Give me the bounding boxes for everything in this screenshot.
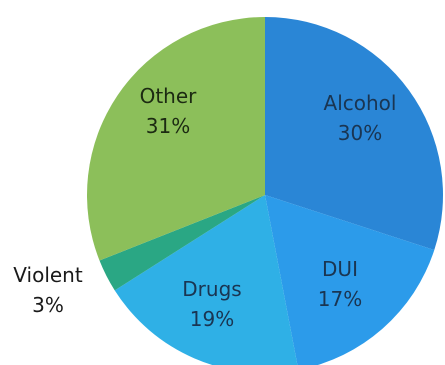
slice-category-dui: DUI bbox=[322, 257, 358, 281]
pie-slice-alcohol bbox=[265, 17, 444, 251]
slice-category-drugs: Drugs bbox=[182, 277, 241, 301]
slice-label-alcohol: Alcohol 30% bbox=[324, 91, 397, 145]
slice-value-other: 31% bbox=[146, 114, 190, 138]
pie-slices bbox=[86, 17, 444, 365]
pie-slice-dui bbox=[265, 195, 435, 365]
slice-category-violent: Violent bbox=[13, 263, 83, 287]
pie-slice-other bbox=[86, 17, 265, 261]
pie-labels: Alcohol 30% DUI 17% Drugs 19% Violent 3% Other 31… bbox=[13, 84, 396, 331]
pie-slice-violent bbox=[99, 195, 265, 291]
slice-label-dui: DUI 17% bbox=[318, 257, 362, 311]
slice-label-drugs: Drugs 19% bbox=[182, 277, 241, 331]
slice-value-dui: 17% bbox=[318, 287, 362, 311]
pie-slice-drugs bbox=[114, 195, 298, 365]
slice-label-other: Other 31% bbox=[140, 84, 198, 138]
slice-label-violent: Violent 3% bbox=[13, 263, 83, 317]
slice-category-other: Other bbox=[140, 84, 198, 108]
slice-category-alcohol: Alcohol bbox=[324, 91, 397, 115]
slice-value-alcohol: 30% bbox=[338, 121, 382, 145]
slice-value-violent: 3% bbox=[32, 293, 64, 317]
slice-value-drugs: 19% bbox=[190, 307, 234, 331]
